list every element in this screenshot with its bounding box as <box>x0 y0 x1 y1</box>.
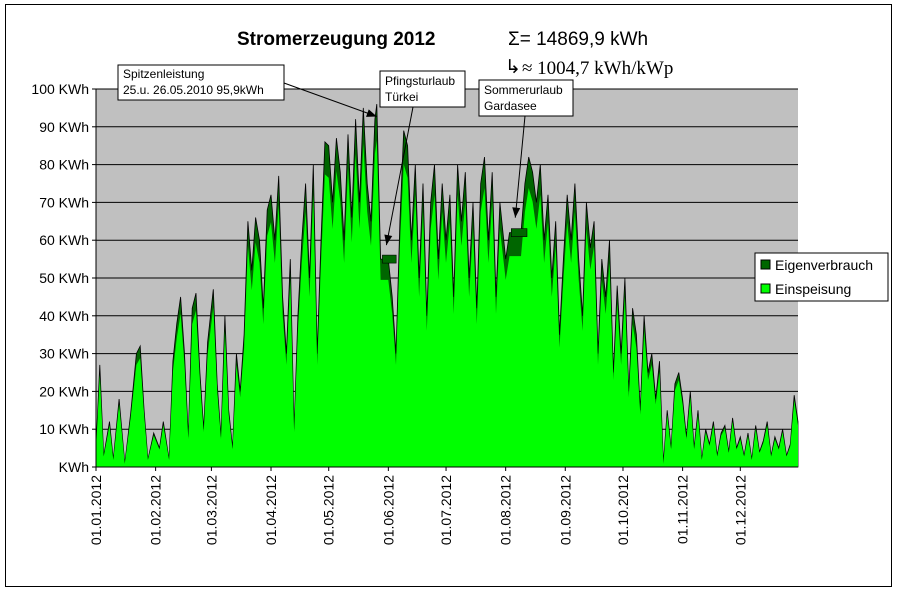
vacation-plateau <box>382 254 397 264</box>
y-tick-label: 50 KWh <box>39 270 89 286</box>
x-tick-label: 01.12.2012 <box>732 475 748 545</box>
yield-arrow-icon: ↳ <box>505 57 521 78</box>
y-tick-label: 70 KWh <box>39 194 89 210</box>
sum-label: Σ= 14869,9 kWh <box>508 29 648 50</box>
einspeisung-area <box>96 140 798 467</box>
y-tick-label: 60 KWh <box>39 232 89 248</box>
annotation-peak-line-2: 25.u. 26.05.2010 95,9kWh <box>123 83 264 97</box>
annotation-pfingst-line-2: Türkei <box>385 90 418 104</box>
legend-label-einspeisung: Einspeisung <box>775 281 851 297</box>
x-tick-label: 01.04.2012 <box>263 475 279 545</box>
vacation-plateau <box>510 228 528 237</box>
annotation-peak-line-1: Spitzenleistung <box>123 67 204 81</box>
legend: Eigenverbrauch Einspeisung <box>754 252 889 302</box>
annotation-sommer-line-1: Sommerurlaub <box>484 83 563 97</box>
legend-swatch-eigenverbrauch <box>760 259 771 270</box>
x-tick-label: 01.06.2012 <box>380 475 396 545</box>
y-tick-label: 90 KWh <box>39 119 89 135</box>
y-tick-label: 10 KWh <box>39 421 89 437</box>
y-tick-label: 100 KWh <box>31 81 89 97</box>
y-tick-label: KWh <box>59 459 89 475</box>
chart-title: Stromerzeugung 2012 <box>237 29 436 50</box>
y-axis-ticks: KWh 10 KWh 20 KWh 30 KWh 40 KWh 50 KWh 60 KWh 7… <box>31 81 96 475</box>
y-tick-label: 40 KWh <box>39 308 89 324</box>
x-tick-label: 01.11.2012 <box>675 475 691 544</box>
x-tick-label: 01.07.2012 <box>438 475 454 545</box>
chart-frame <box>5 4 892 587</box>
yield-label: ≈ 1004,7 kWh/kWp <box>522 58 673 79</box>
legend-swatch-einspeisung <box>760 283 771 294</box>
x-tick-label: 01.09.2012 <box>557 475 573 545</box>
x-tick-label: 01.02.2012 <box>148 475 164 545</box>
annotation-peak: Spitzenleistung 25.u. 26.05.2010 95,9kWh <box>117 64 377 117</box>
y-tick-label: 30 KWh <box>39 346 89 362</box>
legend-label-eigenverbrauch: Eigenverbrauch <box>775 257 873 273</box>
y-tick-label: 80 KWh <box>39 157 89 173</box>
x-tick-label: 01.01.2012 <box>88 475 104 545</box>
annotation-pfingst-line-1: Pfingsturlaub <box>385 74 455 88</box>
x-tick-label: 01.10.2012 <box>615 475 631 545</box>
annotation-sommer-line-2: Gardasee <box>484 99 537 113</box>
x-axis-ticks: 01.01.2012 01.02.2012 01.03.2012 01.04.2012… <box>88 467 748 545</box>
vacation-markers <box>382 228 528 264</box>
x-tick-label: 01.05.2012 <box>321 475 337 545</box>
x-tick-label: 01.08.2012 <box>498 475 514 545</box>
x-tick-label: 01.03.2012 <box>203 475 219 545</box>
annotation-pfingsturlaub: Pfingsturlaub Türkei <box>379 70 466 246</box>
y-tick-label: 20 KWh <box>39 383 89 399</box>
annotation-sommerurlaub: Sommerurlaub Gardasee <box>478 79 574 218</box>
